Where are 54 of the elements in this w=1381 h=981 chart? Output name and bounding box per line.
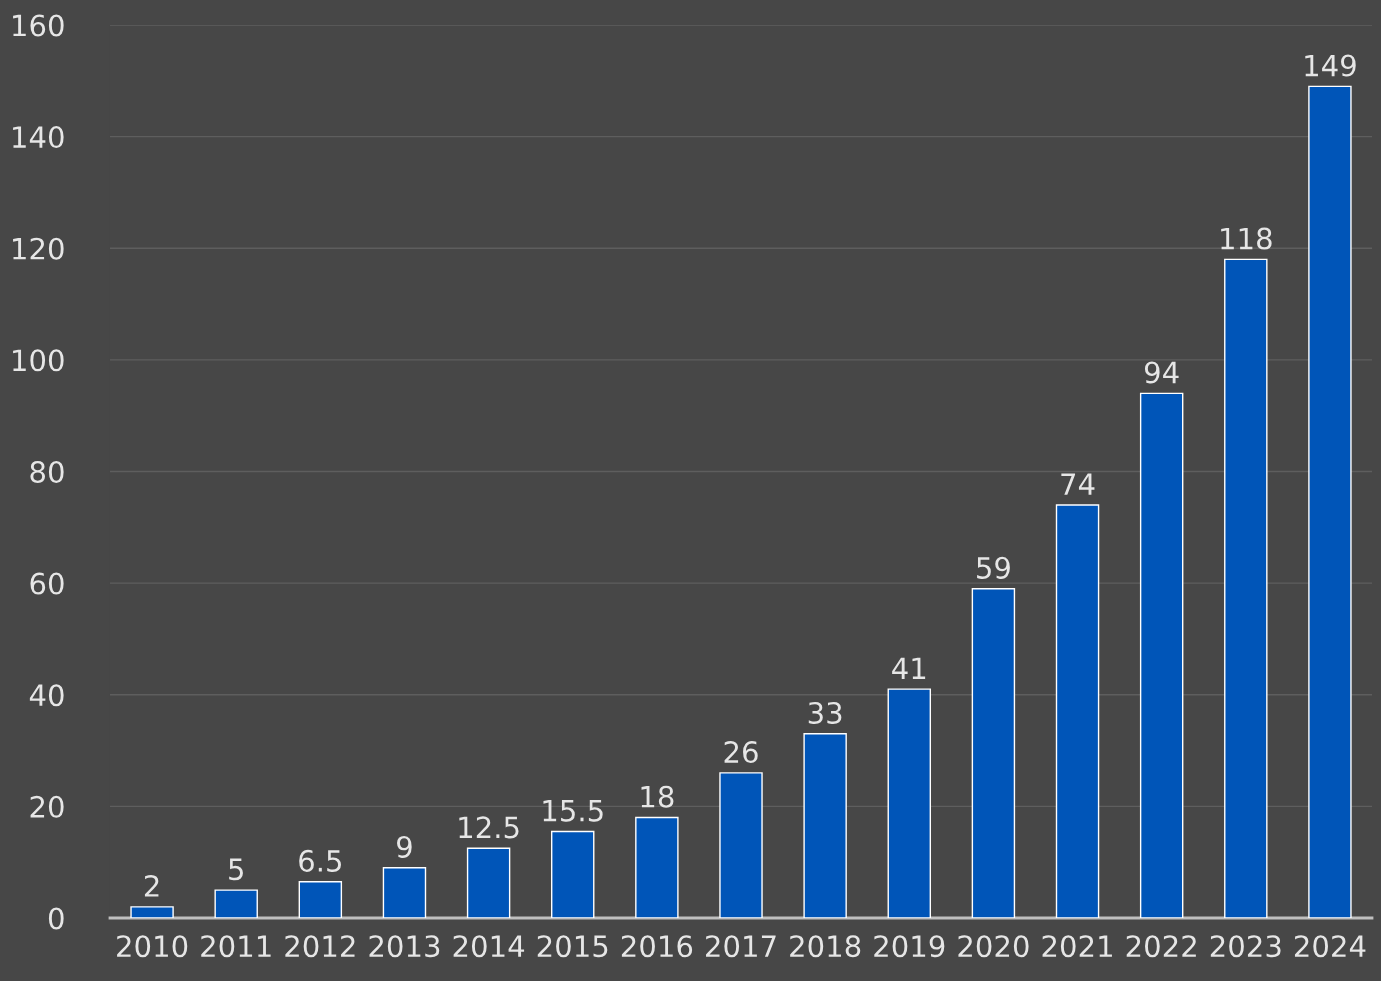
bar: [298, 881, 343, 918]
x-tick-label: 2010: [117, 935, 188, 958]
x-tick-label: 2015: [537, 935, 608, 958]
x-tick-label: 2017: [706, 935, 776, 958]
bar: [130, 906, 174, 918]
data-label: 149: [1305, 54, 1356, 77]
bar: [803, 733, 847, 918]
data-label: 94: [1144, 361, 1179, 384]
data-label: 12.5: [459, 816, 519, 839]
y-tick-label: 40: [29, 684, 64, 707]
data-label: 41: [892, 657, 926, 679]
x-tick-label: 2013: [369, 935, 440, 958]
bar: [382, 867, 427, 918]
bar: [214, 889, 258, 918]
x-tick-label: 2016: [621, 935, 693, 958]
bar: [1224, 258, 1268, 918]
y-tick-label: 20: [30, 795, 64, 818]
x-tick-label: 2019: [874, 935, 945, 958]
y-tick-label: 80: [30, 460, 64, 483]
x-tick-label: 2023: [1210, 935, 1281, 958]
bar: [971, 588, 1016, 918]
x-tick-label: 2014: [453, 935, 525, 958]
data-label: 5: [229, 858, 243, 881]
data-label: 6.5: [299, 849, 341, 872]
y-tick-label: 60: [30, 572, 64, 595]
bar: [887, 688, 931, 918]
bar: [719, 772, 763, 918]
x-tick-label: 2022: [1126, 935, 1196, 958]
x-tick-label: 2024: [1294, 935, 1366, 958]
data-label: 2: [144, 874, 159, 897]
x-tick-label: 2021: [1042, 935, 1112, 958]
data-label: 26: [724, 741, 758, 764]
data-label: 118: [1221, 227, 1272, 250]
x-tick-label: 2011: [201, 935, 271, 958]
bar: [1308, 85, 1352, 918]
data-label: 59: [977, 556, 1010, 579]
x-tick-label: 2020: [958, 935, 1029, 958]
bar: [635, 816, 679, 918]
bar: [466, 847, 511, 918]
data-label: 15.5: [543, 799, 603, 822]
y-tick-label: 140: [13, 126, 64, 149]
y-tick-label: 100: [13, 349, 64, 372]
y-tick-label: 0: [48, 907, 64, 930]
bar: [551, 830, 595, 918]
data-label: 18: [641, 785, 674, 808]
y-tick-label: 120: [13, 237, 64, 260]
data-label: 74: [1061, 473, 1095, 495]
data-label: 9: [397, 835, 412, 858]
bar: [1139, 392, 1184, 918]
bar: [1055, 504, 1100, 918]
x-tick-label: 2018: [790, 935, 861, 958]
y-tick-label: 160: [13, 14, 64, 37]
x-tick-label: 2012: [285, 935, 355, 958]
data-label: 33: [808, 701, 842, 724]
